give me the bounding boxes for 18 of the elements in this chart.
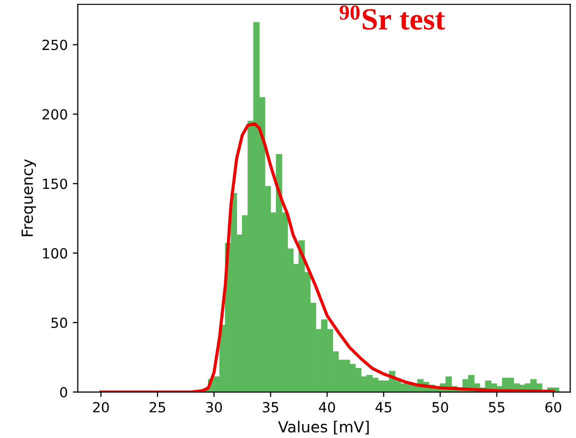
x-tick-label: 20 xyxy=(93,402,109,412)
y-tick-label: 100 xyxy=(43,248,68,259)
x-tick-label: 50 xyxy=(432,402,448,412)
x-tick-label: 30 xyxy=(206,402,222,412)
y-tick-label: 150 xyxy=(43,178,68,190)
x-tick-label: 55 xyxy=(488,402,504,412)
y-tick-label: 50 xyxy=(51,318,68,328)
y-tick-label: 200 xyxy=(42,109,68,120)
x-axis-title: Values [mV] xyxy=(278,420,369,434)
y-tick-label: 250 xyxy=(42,40,68,50)
x-tick-label: 25 xyxy=(150,402,166,412)
chart-title: $^{90}$Sr test xyxy=(340,5,445,30)
y-tick-label: 0 xyxy=(60,386,68,398)
x-tick-label: 60 xyxy=(545,402,562,412)
x-tick-label: 35 xyxy=(262,402,278,412)
x-tick-label: 45 xyxy=(375,402,392,412)
x-tick-label: 40 xyxy=(318,402,336,412)
y-axis-title: Frequency xyxy=(22,159,36,236)
